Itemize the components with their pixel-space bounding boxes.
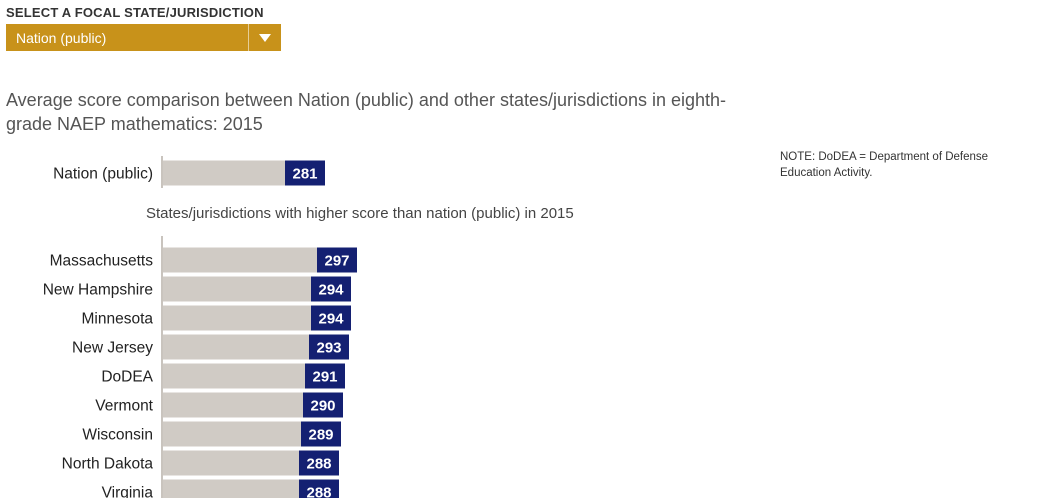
note-text: NOTE: DoDEA = Department of Defense Educ… bbox=[780, 151, 989, 179]
row-value-label: 290 bbox=[310, 398, 335, 415]
row-value-box bbox=[311, 276, 351, 302]
row-value-label: 294 bbox=[318, 282, 344, 299]
focal-value-label: 281 bbox=[292, 166, 317, 183]
dropdown-selected-value: Nation (public) bbox=[16, 29, 107, 46]
row-value-label: 288 bbox=[306, 456, 331, 473]
row-value-box bbox=[311, 305, 351, 331]
row-value-box bbox=[317, 247, 357, 273]
row-category-label: Wisconsin bbox=[82, 427, 153, 444]
row-value-label: 297 bbox=[324, 253, 349, 270]
dropdown-toggle[interactable] bbox=[248, 24, 281, 51]
row-value-box bbox=[303, 392, 343, 418]
row-value-label: 289 bbox=[308, 427, 333, 444]
row-category-label: Minnesota bbox=[81, 311, 153, 328]
focal-value-box bbox=[285, 160, 325, 186]
triangle-down-icon bbox=[259, 33, 271, 42]
focal-category-label: Nation (public) bbox=[53, 166, 153, 183]
row-value-label: 293 bbox=[316, 340, 341, 357]
row-category-label: Virginia bbox=[102, 485, 154, 498]
row-value-box bbox=[299, 479, 339, 498]
row-category-label: New Hampshire bbox=[43, 282, 153, 299]
row-value-label: 291 bbox=[312, 369, 337, 386]
row-category-label: New Jersey bbox=[72, 340, 153, 357]
row-category-label: Massachusetts bbox=[50, 253, 154, 270]
row-category-label: North Dakota bbox=[62, 456, 154, 473]
row-value-box bbox=[309, 334, 349, 360]
chart-title: Average score comparison between Nation … bbox=[6, 90, 727, 134]
focal-state-dropdown[interactable]: Nation (public) bbox=[6, 24, 281, 51]
row-category-label: DoDEA bbox=[101, 369, 153, 386]
row-category-label: Vermont bbox=[95, 398, 153, 415]
row-value-box bbox=[299, 450, 339, 476]
row-value-box bbox=[305, 363, 345, 389]
row-value-box bbox=[301, 421, 341, 447]
row-value-label: 288 bbox=[306, 485, 331, 498]
selector-label: SELECT A FOCAL STATE/JURISDICTION bbox=[6, 5, 264, 20]
row-bar bbox=[163, 479, 339, 498]
row-value-label: 294 bbox=[318, 311, 344, 328]
group-label: States/jurisdictions with higher score t… bbox=[146, 205, 574, 222]
